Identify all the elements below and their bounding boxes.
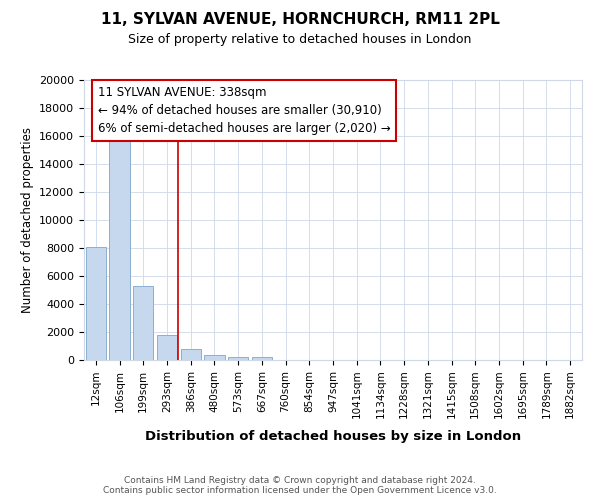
Bar: [228, 356, 248, 360]
Bar: [133, 286, 154, 360]
Bar: [86, 246, 106, 360]
Bar: [157, 335, 177, 360]
Text: 11, SYLVAN AVENUE, HORNCHURCH, RM11 2PL: 11, SYLVAN AVENUE, HORNCHURCH, RM11 2PL: [101, 12, 499, 28]
Bar: [181, 349, 201, 360]
Text: Contains HM Land Registry data © Crown copyright and database right 2024.
Contai: Contains HM Land Registry data © Crown c…: [103, 476, 497, 495]
Text: 11 SYLVAN AVENUE: 338sqm
← 94% of detached houses are smaller (30,910)
6% of sem: 11 SYLVAN AVENUE: 338sqm ← 94% of detach…: [98, 86, 391, 134]
Y-axis label: Number of detached properties: Number of detached properties: [20, 127, 34, 313]
Bar: [252, 356, 272, 360]
Text: Size of property relative to detached houses in London: Size of property relative to detached ho…: [128, 32, 472, 46]
Bar: [109, 129, 130, 360]
X-axis label: Distribution of detached houses by size in London: Distribution of detached houses by size …: [145, 430, 521, 442]
Bar: [205, 355, 224, 360]
